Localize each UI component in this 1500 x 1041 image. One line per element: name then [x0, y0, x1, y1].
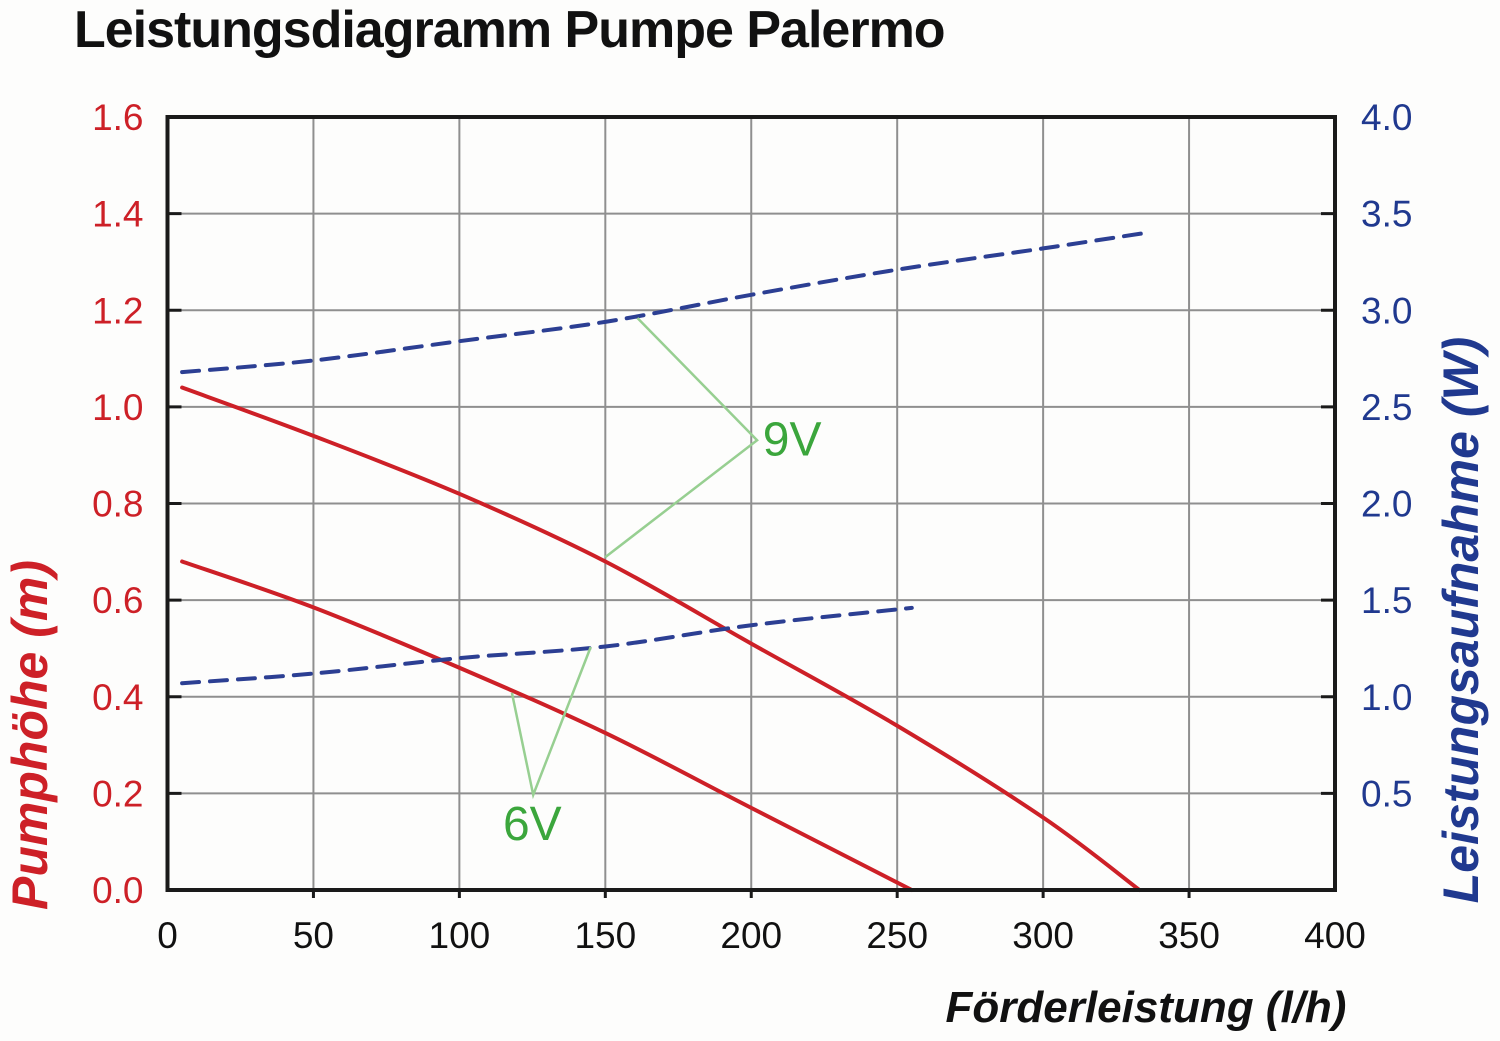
y-right-tick-1.0: 1.0	[1361, 677, 1412, 718]
x-tick-0: 0	[157, 915, 178, 956]
y-right-tick-2.0: 2.0	[1361, 484, 1412, 525]
x-tick-200: 200	[720, 915, 782, 956]
y-left-tick-1.0: 1.0	[92, 387, 143, 428]
x-tick-250: 250	[866, 915, 928, 956]
y-left-tick-1.4: 1.4	[92, 194, 143, 235]
x-tick-50: 50	[293, 915, 334, 956]
chart-title: Leistungsdiagramm Pumpe Palermo	[74, 1, 946, 59]
annotation-6v-label: 6V	[503, 798, 562, 851]
y-right-tick-3.5: 3.5	[1361, 194, 1412, 235]
series-pumph-he-6v	[180, 559, 914, 892]
y-left-tick-0.0: 0.0	[92, 870, 143, 911]
y-left-tick-1.2: 1.2	[92, 290, 143, 331]
x-tick-100: 100	[429, 915, 491, 956]
series-leistungsaufnahme-6v	[180, 605, 914, 686]
y-left-tick-0.2: 0.2	[92, 773, 143, 814]
x-axis-label: Förderleistung (l/h)	[945, 983, 1347, 1032]
y-right-tick-3.0: 3.0	[1361, 290, 1412, 331]
annotation-9v-pointer	[604, 317, 759, 559]
series-pumph-he-9v	[180, 385, 1142, 892]
y-right-tick-1.5: 1.5	[1361, 580, 1412, 621]
y-right-tick-4.0: 4.0	[1361, 97, 1412, 138]
series-leistungsaufnahme-9v	[180, 230, 1148, 375]
y-right-tick-2.5: 2.5	[1361, 387, 1412, 428]
y-left-tick-1.6: 1.6	[92, 97, 143, 138]
y-left-tick-0.6: 0.6	[92, 580, 143, 621]
y-left-tick-0.4: 0.4	[92, 677, 143, 718]
x-tick-400: 400	[1304, 915, 1366, 956]
x-tick-300: 300	[1012, 915, 1074, 956]
annotation-6v-pointer	[510, 646, 592, 800]
annotation-9v-label: 9V	[763, 413, 822, 466]
y-right-tick-0.5: 0.5	[1361, 773, 1412, 814]
y-left-tick-0.8: 0.8	[92, 484, 143, 525]
x-tick-150: 150	[574, 915, 636, 956]
x-tick-350: 350	[1158, 915, 1220, 956]
